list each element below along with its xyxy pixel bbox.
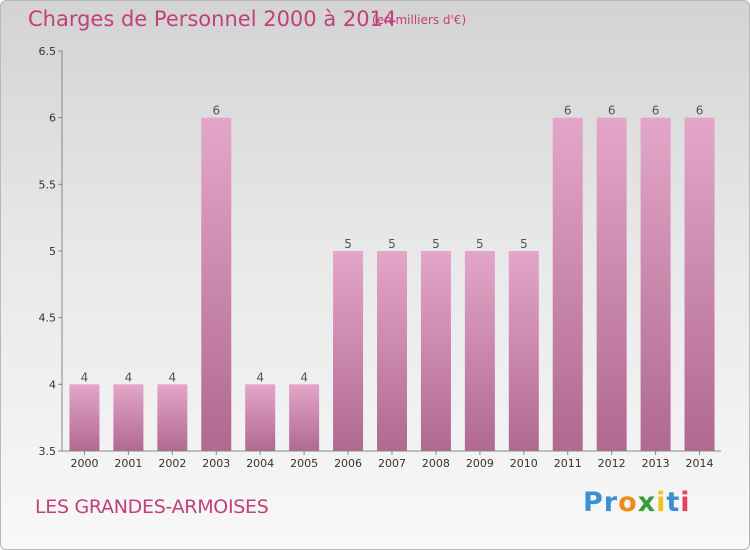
x-tick-label-2001: 2001 — [114, 457, 142, 470]
chart-subtitle: (en milliers d'€) — [372, 13, 467, 27]
logo-letter: x — [637, 487, 657, 518]
bar-2006 — [333, 251, 364, 451]
data-label-2007: 5 — [388, 237, 396, 251]
data-label-2006: 5 — [344, 237, 352, 251]
data-label-2001: 4 — [125, 370, 133, 384]
bar-2005 — [289, 384, 320, 451]
data-label-2003: 6 — [212, 104, 220, 118]
data-label-2005: 4 — [300, 370, 308, 384]
data-label-2004: 4 — [256, 370, 264, 384]
bar-2007 — [377, 251, 407, 451]
bar-2000 — [69, 384, 100, 451]
bar-2011 — [552, 117, 583, 452]
y-tick-label: 3.5 — [39, 445, 57, 458]
bar-2010 — [508, 251, 539, 451]
proxiti-logo[interactable]: Proxiti — [583, 487, 691, 518]
bar-2001 — [113, 384, 144, 451]
data-label-2009: 5 — [476, 237, 484, 251]
bar-2014 — [684, 117, 715, 452]
data-label-2013: 6 — [652, 104, 660, 118]
logo-letter: i — [656, 487, 667, 518]
logo-letter: P — [583, 487, 604, 518]
x-tick-label-2008: 2008 — [422, 457, 450, 470]
x-tick-label-2012: 2012 — [598, 457, 626, 470]
x-tick-label-2007: 2007 — [378, 457, 406, 470]
x-tick-label-2011: 2011 — [554, 457, 582, 470]
data-label-2012: 6 — [608, 104, 616, 118]
x-tick-label-2009: 2009 — [466, 457, 494, 470]
logo-letter: i — [680, 487, 691, 518]
commune-name: LES GRANDES-ARMOISES — [35, 496, 269, 518]
bar-2012 — [596, 117, 627, 452]
y-tick-label: 5 — [49, 245, 56, 258]
data-label-2010: 5 — [520, 237, 528, 251]
logo-letter: t — [666, 487, 681, 518]
y-tick-label: 4 — [49, 378, 56, 391]
data-label-2002: 4 — [169, 370, 177, 384]
data-label-2008: 5 — [432, 237, 440, 251]
x-tick-label-2000: 2000 — [70, 457, 98, 470]
bar-2009 — [464, 251, 495, 451]
data-label-2014: 6 — [696, 104, 704, 118]
x-tick-label-2006: 2006 — [334, 457, 362, 470]
y-tick-label: 5.5 — [39, 178, 57, 191]
y-tick-label: 6 — [49, 112, 56, 125]
data-label-2000: 4 — [81, 370, 89, 384]
logo-letter: r — [603, 487, 619, 518]
chart-title: Charges de Personnel 2000 à 2014 — [28, 7, 397, 31]
y-tick-label: 6.5 — [39, 45, 57, 58]
bar-2013 — [640, 117, 671, 452]
bar-2002 — [157, 384, 188, 451]
x-tick-label-2002: 2002 — [158, 457, 186, 470]
bar-2004 — [245, 384, 276, 451]
data-label-2011: 6 — [564, 104, 572, 118]
x-tick-label-2013: 2013 — [642, 457, 670, 470]
y-tick-label: 4.5 — [39, 312, 57, 325]
x-tick-label-2010: 2010 — [510, 457, 538, 470]
bar-2003 — [201, 117, 232, 452]
bar-2008 — [420, 251, 451, 451]
x-tick-label-2004: 2004 — [246, 457, 274, 470]
x-tick-label-2005: 2005 — [290, 457, 318, 470]
x-tick-label-2003: 2003 — [202, 457, 230, 470]
x-tick-label-2014: 2014 — [686, 457, 714, 470]
logo-letter: o — [618, 487, 638, 518]
